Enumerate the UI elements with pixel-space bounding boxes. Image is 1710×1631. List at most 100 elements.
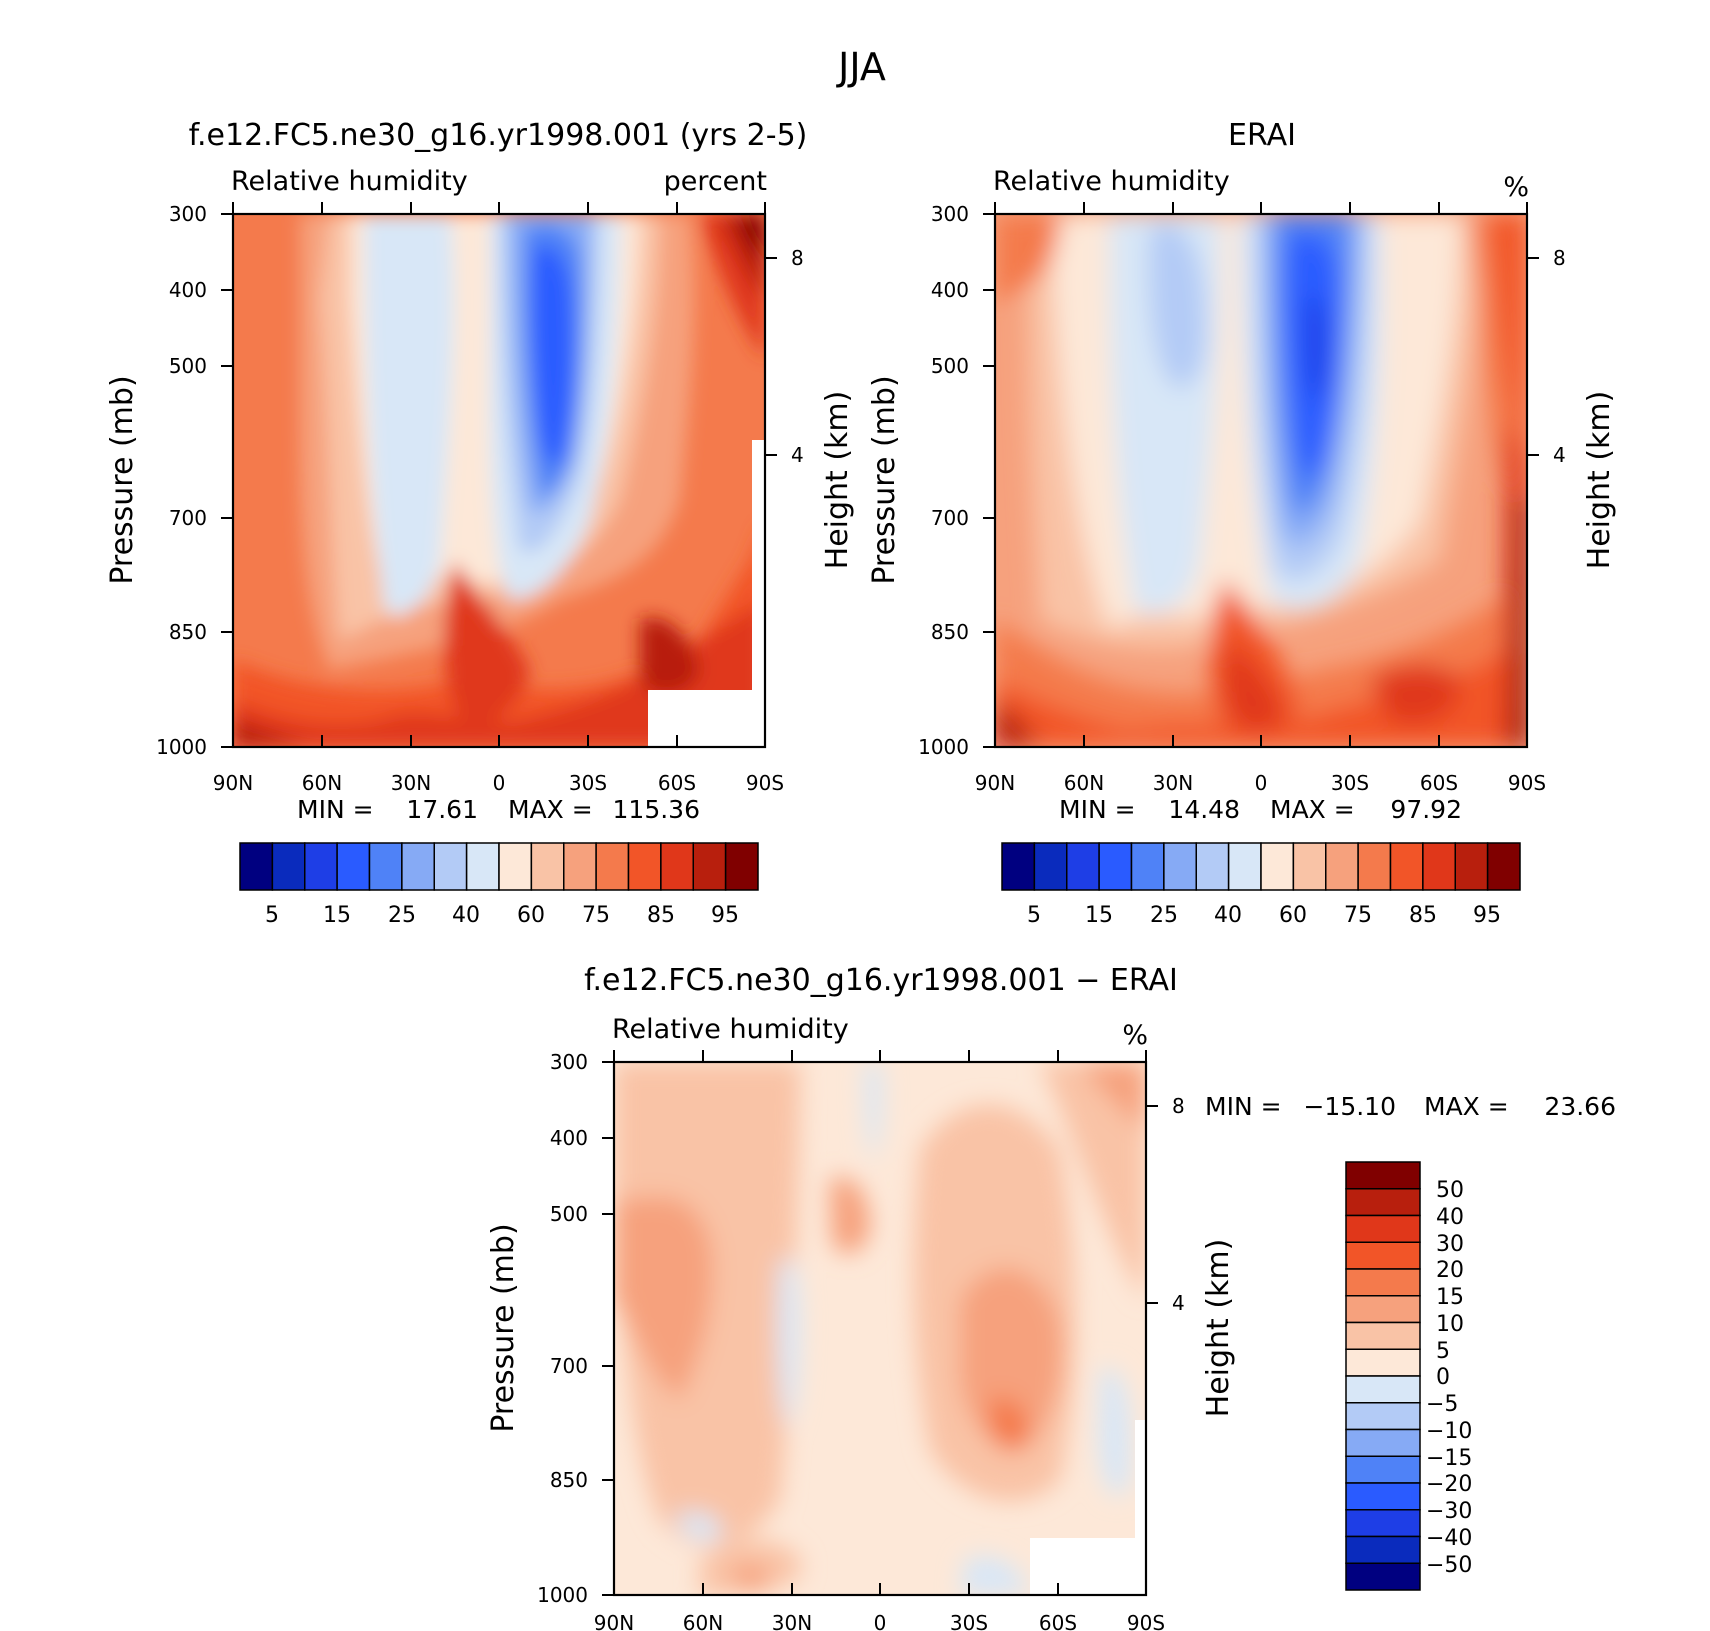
max-value: 23.66 (1544, 1092, 1616, 1121)
colorbar-swatch (1130, 842, 1165, 891)
colorbar-swatch (304, 842, 338, 891)
x-tick-label: 30S (1331, 771, 1369, 795)
colorbar-swatch (660, 842, 694, 891)
colorbar-swatch (1066, 842, 1100, 891)
colorbar-swatch (1422, 842, 1456, 891)
x-tick-label: 90S (1508, 771, 1546, 795)
min-label: MIN = (1059, 795, 1136, 824)
colorbar-swatch (1345, 1402, 1421, 1431)
colorbar-label: 25 (388, 903, 416, 928)
colorbar-label: 5 (265, 903, 279, 928)
colorbar-label: 95 (711, 903, 739, 928)
colorbar-swatch (1345, 1455, 1421, 1484)
max-value: 97.92 (1390, 795, 1462, 824)
x-tick-label: 30S (950, 1611, 988, 1631)
y-tick-label: 850 (550, 1468, 588, 1492)
y-tick-label: 1000 (918, 735, 969, 759)
y2-tick-label: 8 (1553, 246, 1566, 270)
x-tick-label: 90N (213, 771, 253, 795)
x-tick-label: 0 (1255, 771, 1268, 795)
colorbar-label: 75 (582, 903, 610, 928)
variable-label: Relative humidity (231, 166, 468, 197)
colorbar-swatch (1345, 1375, 1421, 1404)
y-tick-label: 1000 (537, 1583, 588, 1607)
colorbar-swatch (433, 842, 468, 891)
y-tick-label: 1000 (156, 735, 207, 759)
y2-axis-label: Height (km) (820, 391, 855, 570)
contour-field (995, 214, 1527, 747)
y2-tick-label: 4 (791, 443, 804, 467)
colorbar-swatch (1195, 842, 1230, 891)
y2-tick-label: 8 (791, 246, 804, 270)
y-ticks (602, 1061, 1158, 1596)
colorbar-swatch (1345, 1482, 1421, 1511)
contour-field (614, 1062, 1146, 1595)
x-tick-label: 60S (658, 771, 696, 795)
colorbar-swatch (1486, 842, 1521, 891)
colorbar-swatch (1345, 1562, 1421, 1591)
max-label: MAX = (1270, 795, 1355, 824)
colorbar-swatch (1260, 842, 1295, 891)
x-ticks (613, 1050, 1147, 1595)
min-value: 14.48 (1168, 795, 1240, 824)
x-tick-label: 60S (1420, 771, 1458, 795)
colorbar-label: −5 (1426, 1392, 1458, 1417)
x-tick-label: 30N (1153, 771, 1193, 795)
min-label: MIN = (1205, 1092, 1282, 1121)
y2-tick-label: 8 (1172, 1094, 1185, 1118)
y-tick-label: 400 (169, 278, 207, 302)
colorbar-swatch (1454, 842, 1489, 891)
colorbar-label: −10 (1426, 1419, 1472, 1444)
colorbar-label: 15 (1085, 903, 1113, 928)
colorbar-label: 15 (1436, 1285, 1464, 1310)
colorbar-label: 10 (1436, 1312, 1464, 1337)
y-tick-label: 700 (931, 506, 969, 530)
colorbar-swatch (1345, 1535, 1421, 1564)
max-label: MAX = (1424, 1092, 1509, 1121)
colorbar-label: 40 (452, 903, 480, 928)
x-tick-label: 90N (594, 1611, 634, 1631)
panel-model: f.e12.FC5.ne30_g16.yr1998.001 (yrs 2-5) … (105, 118, 855, 928)
y-ticks (221, 213, 777, 748)
colorbar-label: −40 (1426, 1526, 1472, 1551)
y-tick-label: 300 (169, 202, 207, 226)
colorbar-swatch (1357, 842, 1392, 891)
x-tick-label: 30N (391, 771, 431, 795)
y-tick-label: 700 (550, 1354, 588, 1378)
units-label: percent (664, 166, 767, 197)
colorbar-label: −30 (1426, 1499, 1472, 1524)
x-tick-label: 90N (975, 771, 1015, 795)
y-tick-label: 300 (931, 202, 969, 226)
min-value: 17.61 (406, 795, 478, 824)
units-label: % (1503, 172, 1529, 203)
colorbar-swatch (465, 842, 500, 891)
colorbar-swatch (1345, 1321, 1421, 1350)
colorbar-swatch (1345, 1348, 1421, 1377)
y-tick-label: 500 (550, 1202, 588, 1226)
colorbar-swatch (1345, 1509, 1421, 1538)
min-value: −15.10 (1303, 1092, 1396, 1121)
x-tick-label: 30S (569, 771, 607, 795)
units-label: % (1122, 1020, 1148, 1051)
colorbar-swatch (1001, 842, 1036, 891)
colorbar-swatch (1345, 1214, 1421, 1243)
colorbar-swatch (239, 842, 274, 891)
colorbar-label: 75 (1344, 903, 1372, 928)
colorbar-swatch (336, 842, 371, 891)
colorbar-swatch (1227, 842, 1262, 891)
colorbar-label: 85 (647, 903, 675, 928)
colorbar-label: 60 (517, 903, 545, 928)
variable-label: Relative humidity (993, 166, 1230, 197)
colorbar-swatch (692, 842, 727, 891)
colorbar-label: 85 (1409, 903, 1437, 928)
colorbar-label: 95 (1473, 903, 1501, 928)
colorbar-swatch (1292, 842, 1327, 891)
max-label: MAX = (508, 795, 593, 824)
colorbar-swatch (401, 842, 435, 891)
colorbar-label: 25 (1150, 903, 1178, 928)
colorbar-swatch (1345, 1241, 1421, 1270)
x-tick-label: 60N (302, 771, 342, 795)
y-tick-label: 700 (169, 506, 207, 530)
colorbar-label: 40 (1436, 1205, 1464, 1230)
